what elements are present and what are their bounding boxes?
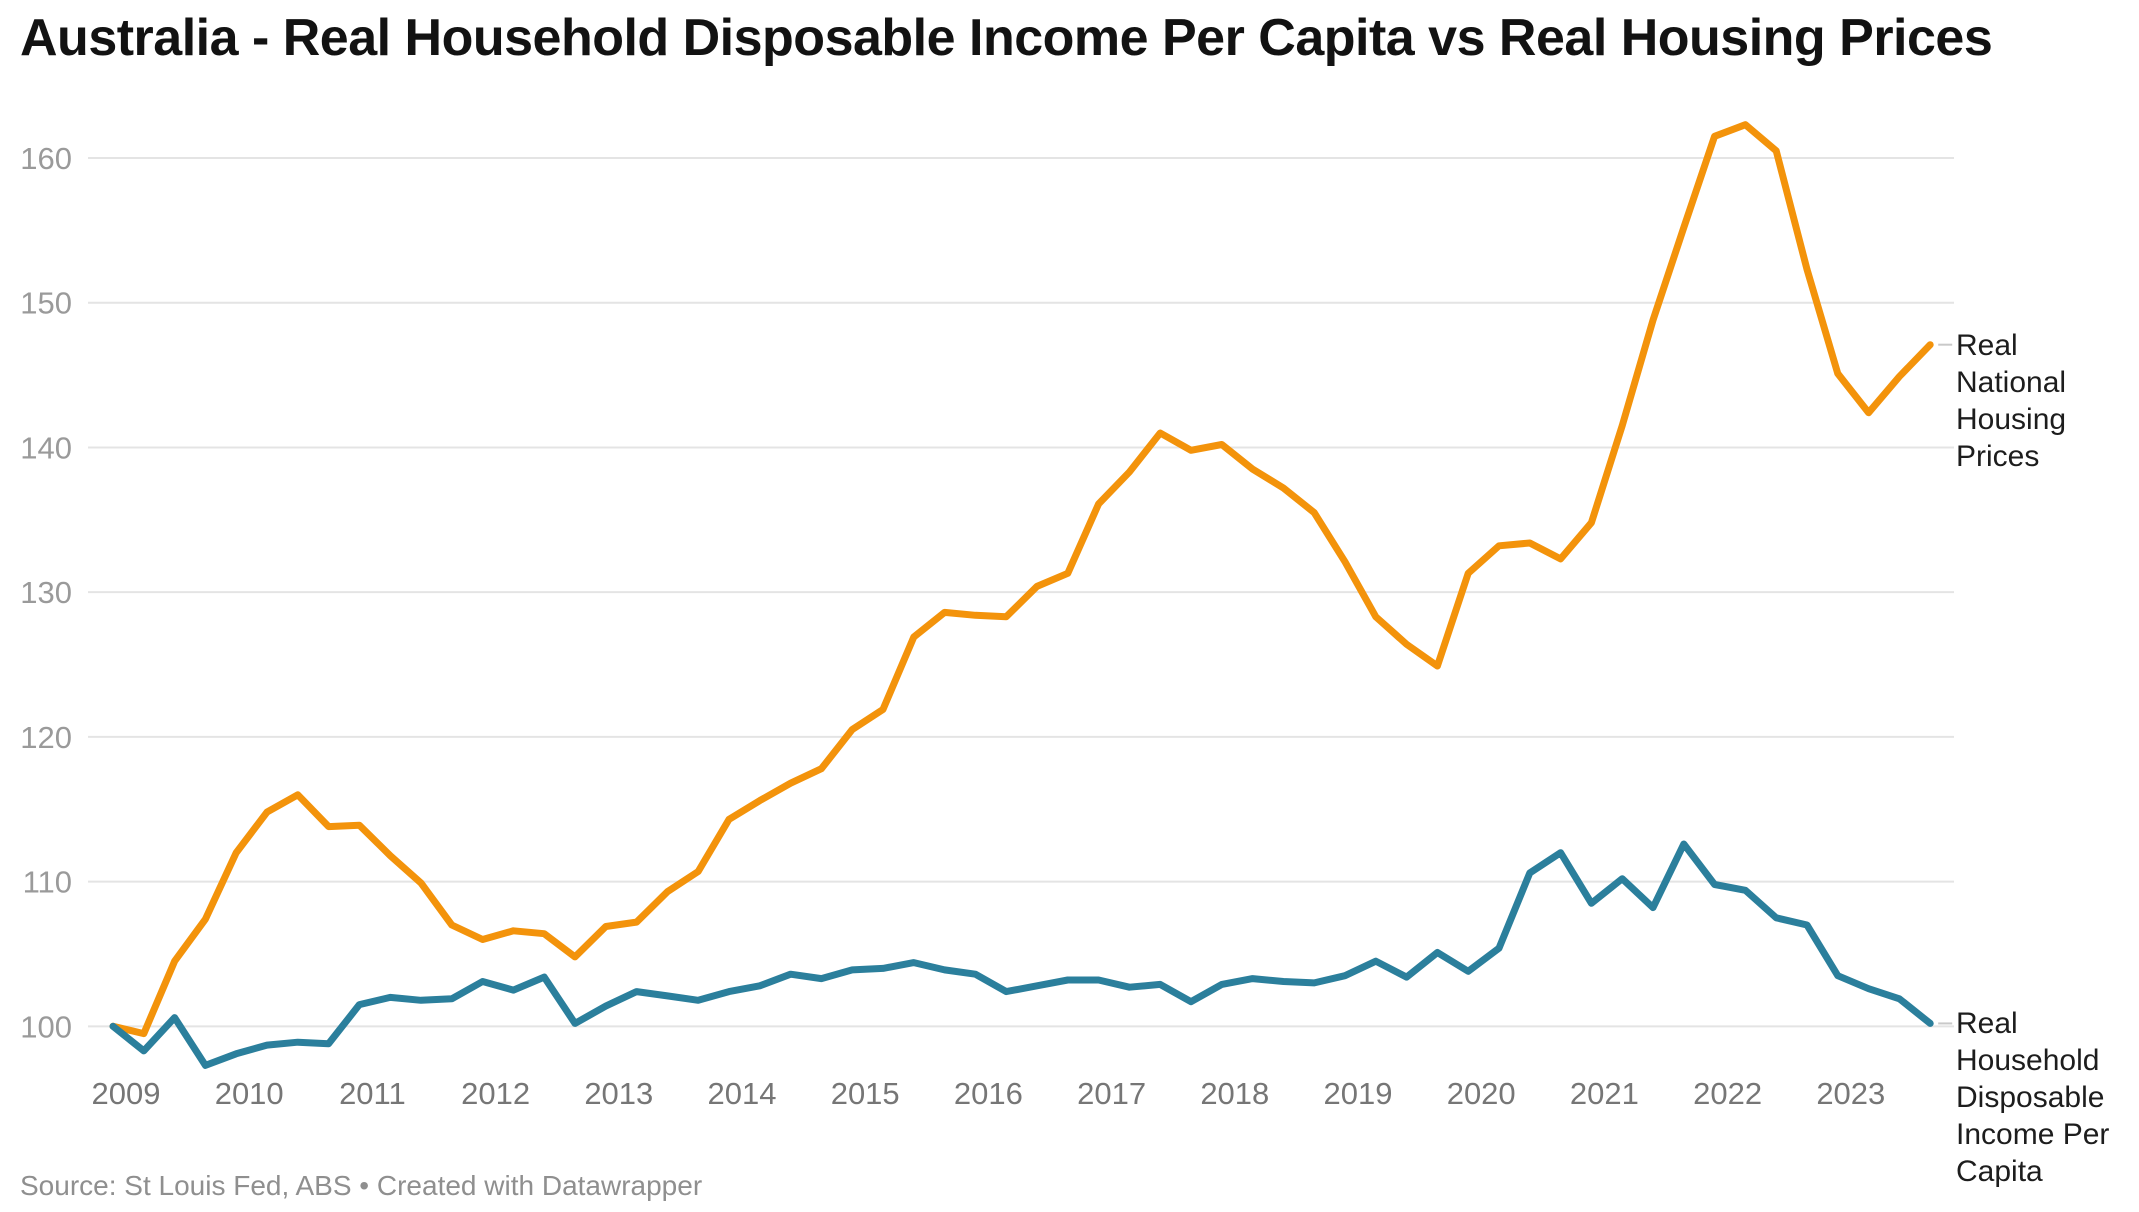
x-tick-label-2021: 2021 [1570, 1076, 1639, 1111]
y-tick-label-100: 100 [20, 1009, 72, 1044]
x-tick-label-2019: 2019 [1324, 1076, 1393, 1111]
x-tick-label-2023: 2023 [1816, 1076, 1885, 1111]
x-tick-label-2009: 2009 [92, 1076, 161, 1111]
x-tick-label-2022: 2022 [1693, 1076, 1762, 1111]
x-tick-label-2010: 2010 [215, 1076, 284, 1111]
x-tick-label-2017: 2017 [1077, 1076, 1146, 1111]
y-tick-label-150: 150 [20, 286, 72, 321]
y-tick-label-160: 160 [20, 141, 72, 176]
series-label-housing-prices: Real National Housing Prices [1956, 329, 2067, 473]
y-tick-label-120: 120 [20, 720, 72, 755]
x-tick-label-2014: 2014 [708, 1076, 777, 1111]
y-tick-label-110: 110 [23, 865, 72, 900]
chart-title: Australia - Real Household Disposable In… [20, 9, 1993, 67]
housing-prices-line [109, 121, 1934, 1038]
series-label-disposable-income: Real Household Disposable Income Per Cap… [1956, 1007, 2110, 1188]
disposable-income-line [109, 840, 1934, 1069]
y-tick-label-140: 140 [20, 430, 72, 465]
y-tick-label-130: 130 [20, 575, 72, 610]
x-tick-label-2016: 2016 [954, 1076, 1023, 1111]
x-tick-label-2013: 2013 [584, 1076, 653, 1111]
x-tick-label-2018: 2018 [1200, 1076, 1269, 1111]
x-tick-label-2015: 2015 [831, 1076, 900, 1111]
source-note: Source: St Louis Fed, ABS • Created with… [20, 1170, 703, 1201]
x-tick-label-2011: 2011 [339, 1076, 406, 1111]
x-tick-label-2020: 2020 [1447, 1076, 1516, 1111]
x-tick-label-2012: 2012 [461, 1076, 530, 1111]
